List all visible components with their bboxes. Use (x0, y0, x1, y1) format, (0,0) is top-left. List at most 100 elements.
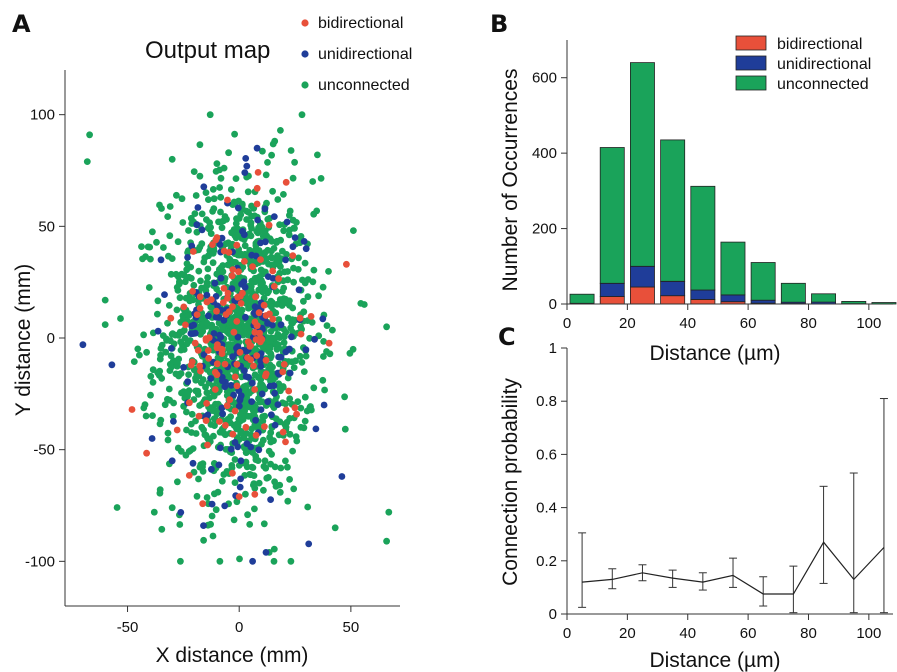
c-x-tick-label: 100 (856, 625, 881, 642)
scatter-point-bidirectional (262, 372, 269, 380)
legend-label-unconnected: unconnected (318, 77, 410, 94)
scatter-point-unconnected (259, 436, 267, 444)
scatter-point-bidirectional (202, 417, 210, 424)
scatter-point-unconnected (223, 468, 231, 475)
scatter-point-unconnected (195, 475, 202, 483)
scatter-point-unconnected (268, 151, 275, 159)
c-x-tick-label: 60 (740, 625, 757, 642)
scatter-point-unconnected (255, 479, 263, 487)
scatter-point-unconnected (300, 368, 308, 375)
scatter-point-unconnected (174, 359, 181, 367)
scatter-point-unidirectional (194, 204, 202, 211)
scatter-point-unconnected (143, 348, 151, 356)
scatter-point-unconnected (218, 477, 226, 485)
bar-unconnected (660, 139, 686, 282)
scatter-point-bidirectional (229, 430, 237, 438)
scatter-point-unconnected (228, 464, 236, 472)
scatter-point-unconnected (178, 389, 185, 397)
c-x-tick-label: 20 (619, 625, 636, 642)
scatter-point-unconnected (284, 314, 292, 322)
scatter-point-unconnected (279, 247, 286, 255)
scatter-point-unconnected (280, 227, 288, 235)
scatter-point-bidirectional (250, 362, 257, 370)
scatter-point-unconnected (158, 205, 165, 212)
scatter-point-unconnected (218, 428, 226, 436)
scatter-point-bidirectional (196, 293, 204, 301)
scatter-point-unconnected (241, 407, 249, 414)
scatter-point-bidirectional (205, 354, 213, 362)
scatter-point-unidirectional (180, 364, 188, 371)
scatter-point-unidirectional (267, 496, 274, 503)
scatter-point-unidirectional (216, 241, 224, 248)
scatter-point-unconnected (242, 458, 250, 466)
scatter-point-bidirectional (265, 221, 273, 229)
scatter-point-bidirectional (228, 272, 236, 280)
scatter-point-unconnected (321, 386, 328, 394)
scatter-point-unconnected (181, 334, 189, 342)
scatter-point-unconnected (240, 236, 248, 243)
scatter-point-unidirectional (219, 377, 226, 385)
scatter-point-unconnected (174, 444, 182, 452)
scatter-point-unconnected (183, 340, 191, 348)
scatter-point-bidirectional (213, 371, 221, 379)
scatter-point-unconnected (156, 489, 164, 497)
c-ticks: 0 20 40 60 80 100 0 0.2 0.4 0.6 0.8 1 (536, 340, 881, 642)
scatter-point-bidirectional (233, 241, 241, 249)
scatter-point-unconnected (147, 372, 155, 380)
scatter-point-unconnected (323, 348, 330, 355)
scatter-point-bidirectional (253, 322, 261, 330)
legend-swatch-unconnected (735, 75, 767, 91)
scatter-point-unidirectional (230, 391, 238, 399)
scatter-point-bidirectional (189, 248, 197, 255)
scatter-point-bidirectional (211, 386, 219, 393)
legend-marker-unidirectional (301, 50, 309, 58)
scatter-point-bidirectional (214, 341, 221, 349)
scatter-point-unconnected (222, 240, 230, 248)
scatter-point-unidirectional (257, 357, 265, 365)
probability-line (582, 541, 885, 595)
scatter-point-unidirectional (242, 155, 250, 162)
scatter-point-unconnected (140, 331, 148, 339)
scatter-point-unconnected (304, 503, 312, 511)
scatter-point-unidirectional (237, 475, 245, 483)
legend-label-unidirectional: unidirectional (777, 56, 871, 73)
scatter-point-unconnected (286, 476, 293, 483)
scatter-point-unconnected (309, 278, 317, 286)
scatter-point-bidirectional (269, 267, 277, 275)
scatter-point-unidirectional (252, 416, 259, 424)
scatter-point-unconnected (301, 279, 309, 287)
scatter-point-unconnected (201, 431, 209, 439)
scatter-point-unconnected (276, 360, 283, 368)
scatter-point-unidirectional (188, 242, 196, 250)
scatter-point-unidirectional (216, 331, 223, 339)
scatter-point-unidirectional (261, 205, 269, 213)
scatter-point-unconnected (300, 297, 307, 305)
bar-bidirectional (690, 299, 716, 305)
scatter-point-unconnected (140, 404, 148, 412)
scatter-point-unconnected (260, 486, 267, 494)
scatter-point-unconnected (165, 385, 173, 393)
scatter-point-unconnected (286, 297, 293, 305)
scatter-point-unconnected (251, 371, 259, 379)
scatter-point-unconnected (184, 249, 192, 256)
scatter-point-unconnected (224, 415, 232, 423)
bar-unconnected (690, 185, 716, 291)
scatter-point-unidirectional (235, 402, 243, 410)
scatter-point-unidirectional (266, 382, 274, 390)
scatter-point-unconnected (207, 421, 215, 428)
bar-unconnected (720, 241, 746, 296)
scatter-point-unidirectional (264, 320, 271, 327)
scatter-point-unconnected (269, 187, 276, 195)
b-bars (569, 62, 897, 305)
scatter-point-unconnected (165, 252, 172, 260)
scatter-point-unidirectional (205, 312, 212, 320)
scatter-point-unconnected (203, 389, 211, 397)
scatter-point-unconnected (244, 324, 252, 331)
scatter-point-unconnected (219, 326, 227, 334)
scatter-point-unidirectional (283, 218, 291, 226)
panel-a-scatter: A Output map -50 0 50 100 50 0 -50 -100 bidirec… (12, 10, 412, 667)
scatter-point-unidirectional (288, 333, 295, 341)
scatter-point-bidirectional (325, 339, 333, 347)
scatter-point-unconnected (268, 254, 276, 262)
scatter-point-unidirectional (161, 291, 168, 298)
